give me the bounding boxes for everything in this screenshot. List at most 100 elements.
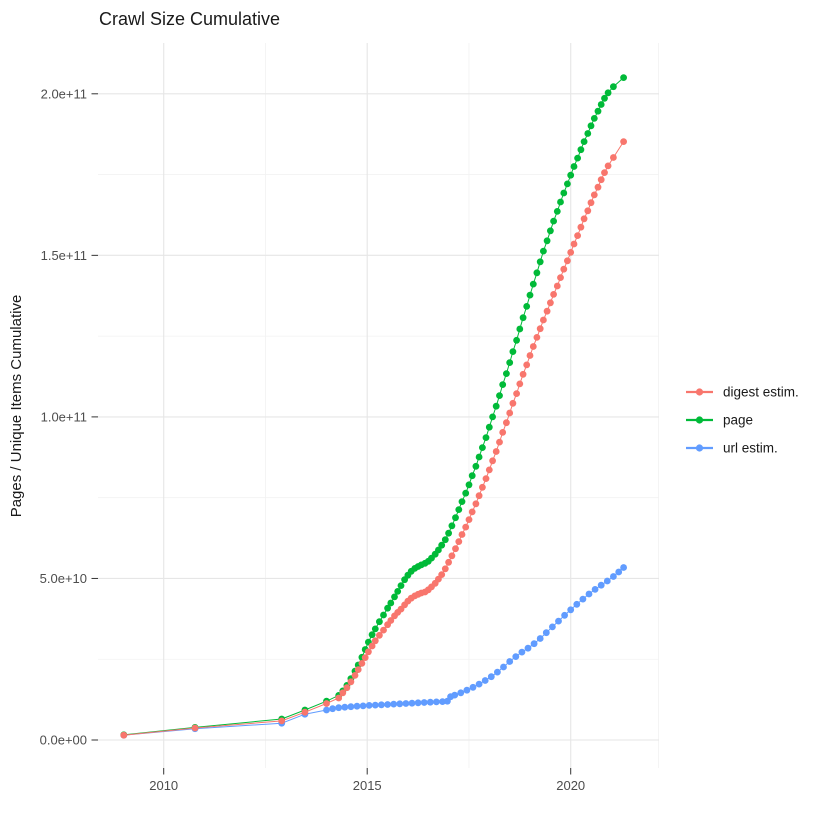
- data-point: [435, 546, 442, 554]
- data-point: [354, 666, 362, 673]
- data-point: [120, 731, 128, 739]
- data-point: [594, 107, 602, 115]
- data-point: [378, 701, 385, 709]
- series-digest-estim-: [120, 138, 627, 739]
- data-point: [536, 258, 544, 266]
- data-point: [499, 381, 507, 388]
- data-point: [570, 163, 578, 170]
- data-point: [341, 703, 349, 711]
- data-point: [567, 171, 575, 179]
- data-point: [365, 648, 372, 656]
- y-tick-label: 1.5e+11: [41, 248, 87, 263]
- data-point: [482, 434, 490, 441]
- data-point: [513, 336, 520, 344]
- data-point: [597, 176, 605, 184]
- data-point: [351, 672, 359, 679]
- data-point: [472, 500, 480, 508]
- data-point: [468, 508, 476, 516]
- data-point: [465, 516, 473, 523]
- data-point: [557, 198, 564, 206]
- data-point: [438, 571, 446, 578]
- data-point: [475, 453, 483, 461]
- data-point: [584, 130, 592, 137]
- data-point: [323, 706, 330, 714]
- y-axis-title: Pages / Unique Items Cumulative: [8, 295, 25, 518]
- data-point: [516, 325, 524, 333]
- data-point: [591, 586, 599, 593]
- legend-item-url-estim-: url estim.: [686, 441, 778, 456]
- data-point: [519, 370, 527, 378]
- data-point: [482, 475, 490, 482]
- data-point: [439, 698, 446, 705]
- data-point: [536, 635, 544, 642]
- data-point: [557, 274, 564, 281]
- data-point: [536, 325, 544, 333]
- data-point: [601, 169, 608, 177]
- data-point: [361, 654, 369, 661]
- x-tick-label: 2020: [556, 778, 585, 793]
- data-point: [577, 223, 585, 231]
- data-point: [426, 698, 434, 706]
- data-point: [543, 307, 551, 315]
- data-point: [529, 280, 537, 288]
- data-point: [526, 352, 534, 359]
- data-point: [445, 529, 452, 537]
- data-point: [499, 429, 507, 436]
- data-point: [384, 701, 391, 708]
- data-point: [335, 694, 343, 702]
- data-point: [533, 334, 541, 341]
- data-point: [359, 702, 367, 710]
- data-point: [587, 122, 595, 130]
- data-point: [438, 541, 446, 549]
- data-point: [441, 565, 449, 573]
- data-point: [365, 702, 373, 709]
- data-point: [451, 691, 459, 699]
- data-point: [347, 703, 355, 711]
- data-point: [597, 581, 605, 589]
- data-point: [457, 689, 465, 697]
- data-point: [597, 101, 605, 108]
- data-point: [579, 595, 587, 603]
- legend-label: digest estim.: [723, 385, 799, 400]
- legend-item-digest-estim-: digest estim.: [686, 385, 799, 400]
- data-point: [574, 232, 581, 240]
- data-point: [573, 600, 581, 608]
- gridlines: [98, 43, 659, 768]
- data-point: [371, 637, 379, 645]
- data-point: [445, 558, 452, 566]
- data-point: [475, 492, 483, 500]
- data-point: [620, 138, 627, 146]
- data-point: [540, 316, 547, 324]
- data-point: [518, 648, 526, 656]
- data-point: [448, 522, 456, 530]
- data-point: [615, 568, 623, 576]
- data-point: [524, 644, 532, 652]
- data-point: [584, 207, 592, 215]
- data-point: [530, 640, 538, 648]
- data-point: [553, 282, 561, 290]
- data-point: [610, 83, 617, 91]
- legend-label: page: [723, 413, 753, 428]
- data-point: [587, 199, 595, 207]
- data-point: [567, 606, 575, 614]
- data-point: [487, 673, 495, 681]
- data-point: [358, 660, 366, 667]
- data-point: [523, 361, 531, 369]
- data-point: [590, 115, 598, 122]
- data-point: [555, 617, 562, 625]
- data-point: [601, 94, 608, 102]
- data-point: [519, 314, 527, 322]
- data-point: [603, 577, 611, 585]
- data-point: [604, 162, 612, 170]
- data-point: [567, 249, 575, 256]
- data-point: [394, 588, 402, 595]
- data-point: [496, 392, 503, 399]
- data-point: [506, 409, 514, 417]
- data-point: [590, 191, 598, 199]
- data-point: [462, 523, 470, 531]
- data-point: [620, 564, 627, 571]
- data-point: [526, 291, 534, 299]
- data-point: [503, 370, 510, 377]
